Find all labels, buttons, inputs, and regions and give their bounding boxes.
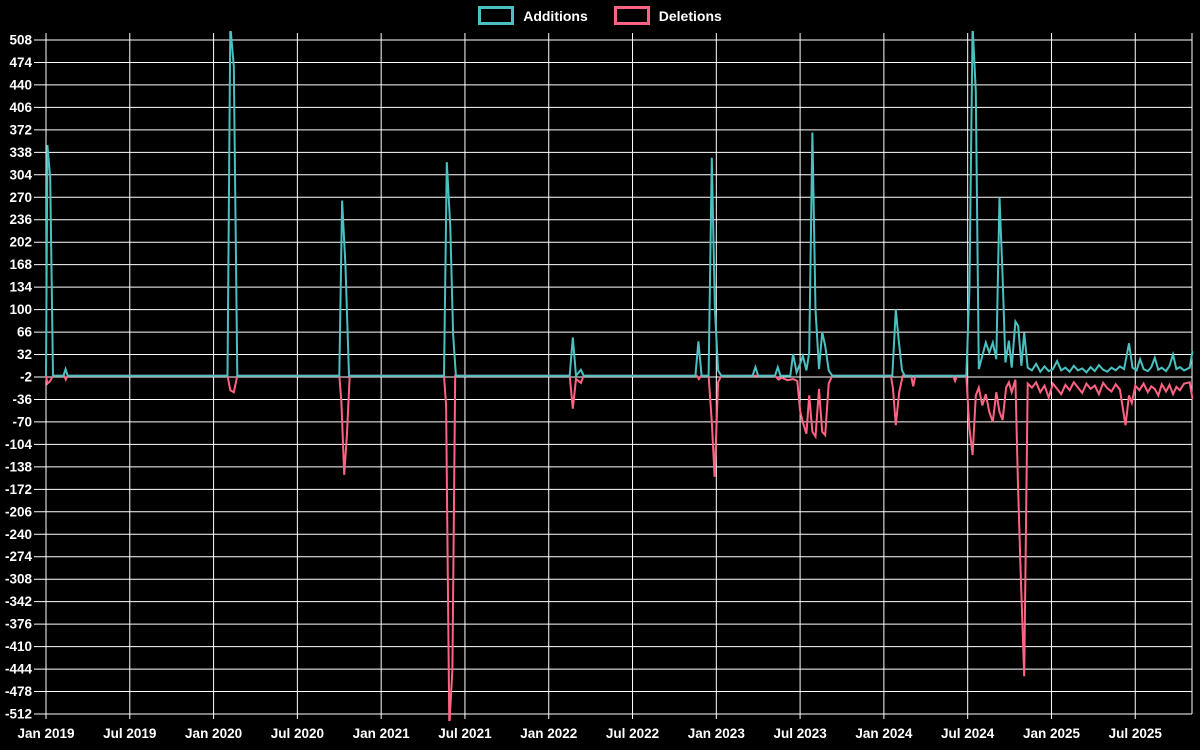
y-tick-label: -104: [5, 437, 33, 452]
x-tick-label: Jul 2022: [606, 726, 659, 741]
y-tick-label: -70: [12, 414, 32, 429]
y-tick-label: 406: [9, 100, 32, 115]
y-tick-label: -308: [5, 572, 33, 587]
y-tick-label: 270: [9, 190, 32, 205]
y-tick-label: -410: [5, 639, 32, 654]
x-tick-label: Jan 2019: [17, 726, 74, 741]
x-tick-label: Jul 2024: [941, 726, 995, 741]
x-tick-label: Jul 2019: [103, 726, 156, 741]
additions-line: [45, 31, 1194, 379]
y-tick-label: -274: [5, 549, 33, 564]
y-tick-label: -478: [5, 684, 33, 699]
x-tick-label: Jul 2023: [773, 726, 827, 741]
y-tick-label: 474: [9, 55, 32, 70]
y-tick-label: -512: [5, 706, 32, 721]
y-tick-label: 168: [9, 257, 32, 272]
y-tick-label: 66: [17, 325, 33, 340]
y-tick-label: -206: [5, 504, 33, 519]
legend-label-deletions: Deletions: [658, 7, 722, 24]
y-tick-label: 32: [17, 347, 32, 362]
y-tick-label: -172: [5, 482, 32, 497]
legend-item-deletions[interactable]: Deletions: [613, 6, 722, 25]
x-tick-label: Jan 2025: [1023, 726, 1081, 741]
legend-item-additions[interactable]: Additions: [478, 6, 588, 25]
x-tick-label: Jan 2020: [185, 726, 242, 741]
y-tick-label: 372: [9, 122, 32, 137]
deletions-line: [45, 374, 1194, 721]
y-tick-label: 236: [9, 212, 32, 227]
x-tick-label: Jan 2024: [855, 726, 913, 741]
y-tick-label: -240: [5, 527, 32, 542]
x-tick-label: Jul 2025: [1109, 726, 1163, 741]
deletions-swatch-icon: [613, 6, 650, 25]
y-tick-label: 100: [9, 302, 32, 317]
y-tick-label: 440: [9, 77, 32, 92]
legend-label-additions: Additions: [523, 7, 588, 24]
x-tick-label: Jul 2021: [438, 726, 492, 741]
additions-swatch-icon: [478, 6, 515, 25]
y-tick-label: -376: [5, 617, 33, 632]
y-tick-label: -2: [20, 370, 32, 385]
x-tick-label: Jan 2022: [520, 726, 577, 741]
y-tick-label: 202: [9, 235, 32, 250]
chart-legend: Additions Deletions: [0, 6, 1200, 25]
x-tick-label: Jan 2021: [353, 726, 411, 741]
y-tick-label: 304: [9, 167, 32, 182]
y-tick-label: -36: [12, 392, 32, 407]
y-tick-label: 508: [9, 33, 32, 48]
y-tick-label: -138: [5, 459, 33, 474]
y-tick-label: 134: [9, 280, 32, 295]
y-tick-label: -342: [5, 594, 32, 609]
y-tick-label: 338: [9, 145, 32, 160]
x-tick-label: Jul 2020: [271, 726, 324, 741]
y-tick-label: -444: [5, 662, 33, 677]
x-tick-label: Jan 2023: [688, 726, 746, 741]
